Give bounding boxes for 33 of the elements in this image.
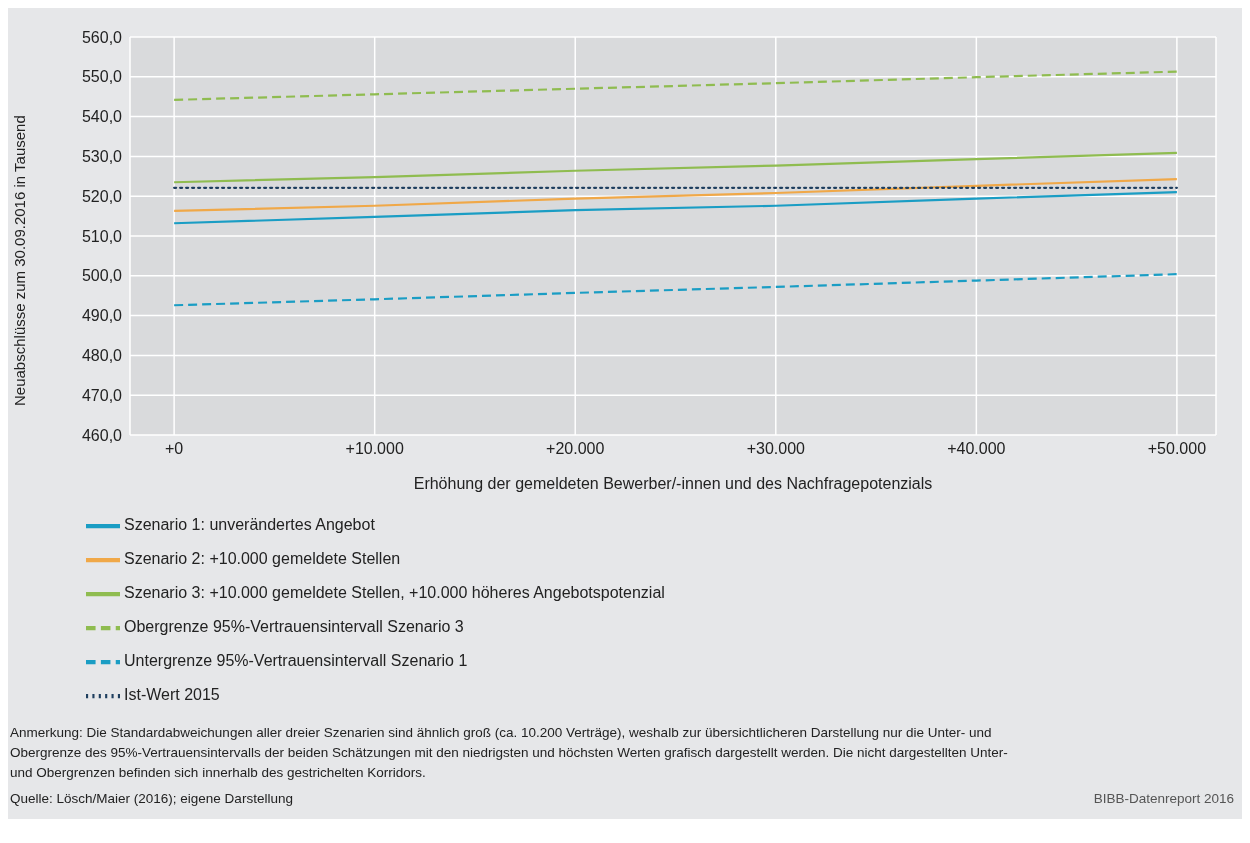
x-tick-label: +50.000 <box>1147 440 1207 458</box>
legend-label: Szenario 1: unverändertes Angebot <box>124 516 375 534</box>
text: BIBB-Datenreport 2016 <box>1093 790 1234 808</box>
x-tick-label: +40.000 <box>947 440 1006 458</box>
legend-label: Szenario 2: +10.000 gemeldete Stellen <box>124 550 401 568</box>
line-series <box>173 70 1178 101</box>
legend-label: Szenario 3: +10.000 gemeldete Stellen, +10.000 höheres Angebotspotenzial <box>124 584 665 602</box>
line-series <box>173 177 1178 213</box>
x-tick-label: +30.000 <box>746 440 806 458</box>
y-tick-label: 460,0 <box>81 426 123 444</box>
line-series <box>173 151 1178 184</box>
line-series <box>173 273 1178 307</box>
y-tick-label: 520,0 <box>81 187 123 205</box>
y-tick-label: 480,0 <box>81 347 123 365</box>
x-tick-label: +10.000 <box>345 440 404 458</box>
source-note: Quelle: Lösch/Maier (2016); eigene Darstellung <box>10 791 293 806</box>
legend-label: Obergrenze 95%-Vertrauensintervall Szenario 3 <box>124 618 464 636</box>
y-tick-label: 560,0 <box>81 28 123 46</box>
y-tick-label: 530,0 <box>81 148 123 166</box>
legend-label: Ist-Wert 2015 <box>124 686 220 704</box>
y-axis-title: Neuabschlüsse zum 30.09.2016 in Tausend <box>11 115 29 406</box>
y-tick-label: 490,0 <box>81 307 123 325</box>
legend-label: Untergrenze 95%-Vertrauensintervall Szenario 1 <box>124 652 468 670</box>
x-axis-title: Erhöhung der gemeldeten Bewerber/-innen und des Nachfragepotenzials <box>413 475 933 492</box>
x-tick-label: +20.000 <box>546 440 605 458</box>
y-tick-label: 470,0 <box>81 386 123 404</box>
text: Anmerkung: Die Standardabweichungen aller dreier Szenarien sind ähnlich groß (ca. 10.200 Verträge), weshalb zur übersichtlicheren Darstellung nur die Unter- und Obergrenze des 95%-Vertrauensintervalls der beiden Schätzungen mit den niedrigsten und höchsten Werten grafisch dargestellt werden. Die nicht dargestellten Unter- und Obergrenzen befinden sich innerhalb des gestrichelten Korridors. <box>10 724 1009 782</box>
y-tick-label: 510,0 <box>81 227 123 245</box>
x-tick-label: +0 <box>165 440 184 458</box>
y-tick-label: 500,0 <box>81 267 123 285</box>
line-series <box>173 191 1178 225</box>
y-tick-label: 550,0 <box>81 68 123 86</box>
y-tick-label: 540,0 <box>81 108 123 126</box>
